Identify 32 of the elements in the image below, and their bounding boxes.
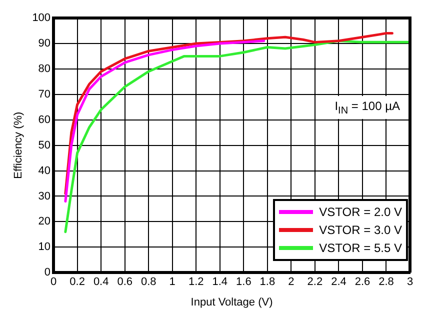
x-tick-label: 2.6: [354, 276, 370, 288]
x-tick-label: 0.2: [70, 276, 85, 288]
legend-label: VSTOR = 5.5 V: [319, 241, 402, 255]
y-axis-title: Efficiency (%): [12, 112, 25, 179]
annotation: I$_{IN}$ = 100 µA: [328, 96, 406, 120]
x-tick-label: 1.6: [236, 276, 252, 288]
y-tick-label: 60: [38, 114, 51, 126]
x-tick-label: 2.8: [378, 276, 394, 288]
x-tick-label: 0.8: [140, 276, 156, 288]
x-tick-label: 2.2: [307, 276, 323, 288]
legend-label: VSTOR = 3.0 V: [319, 223, 402, 237]
y-tick-label: 100: [32, 12, 51, 24]
x-tick-label: 0.6: [117, 276, 132, 288]
x-tick-label: 2.4: [331, 276, 346, 288]
y-tick-label: 40: [38, 164, 51, 177]
y-tick-label: 90: [38, 37, 51, 50]
x-tick-label: 1.8: [260, 276, 276, 288]
x-tick-label: 1: [169, 276, 176, 288]
legend-label: VSTOR = 2.0 V: [319, 205, 402, 219]
x-tick-label: 1.4: [212, 276, 228, 288]
x-axis-title: Input Voltage (V): [190, 296, 273, 308]
y-tick-label: 80: [38, 62, 51, 75]
y-tick-label: 50: [38, 139, 51, 152]
x-tick-label: 1.2: [188, 276, 204, 288]
y-tick-label: 0: [44, 266, 51, 279]
x-tick-label: 2: [288, 276, 294, 288]
x-tick-label: 3: [406, 276, 414, 288]
y-tick-label: 10: [38, 241, 51, 254]
x-tick-label: 0.4: [93, 276, 109, 288]
y-tick-label: 30: [38, 190, 51, 202]
y-tick-label: 70: [38, 88, 51, 100]
y-tick-label: 20: [38, 216, 51, 228]
